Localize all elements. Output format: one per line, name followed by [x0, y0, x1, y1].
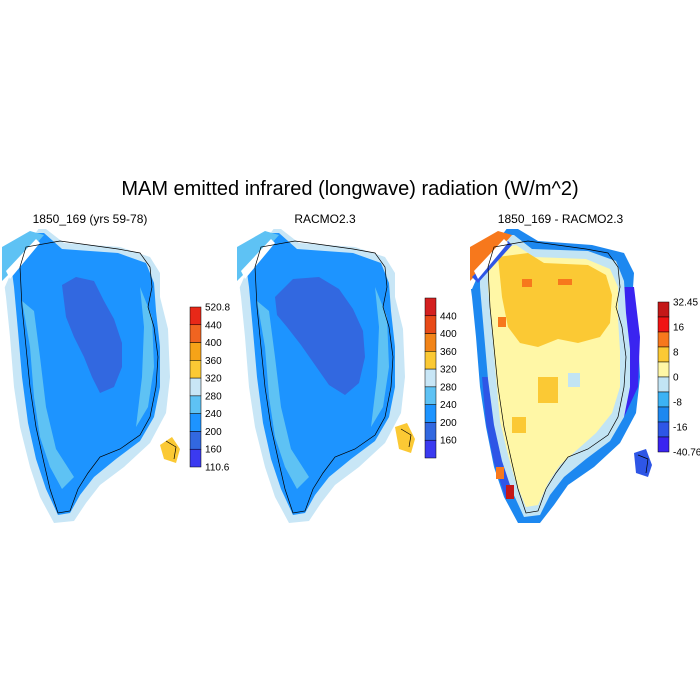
colorbar-tick-label: 360 — [440, 347, 457, 358]
map-racmo — [235, 227, 415, 523]
colorbar-tick-label: 110.6 — [205, 463, 230, 474]
colorbar-tick-label: -40.76 — [673, 448, 700, 459]
colorbar-swatch — [657, 316, 670, 333]
colorbar-swatch — [657, 346, 670, 363]
patch-orange-sw — [496, 467, 504, 479]
island-east-coast — [165, 440, 177, 460]
panel-title-difference: 1850_169 - RACMO2.3 — [497, 212, 624, 226]
ocean-strip — [6, 239, 40, 279]
ocean-strip — [474, 239, 508, 279]
colorbar-swatch — [189, 324, 202, 343]
patch-yellow-s — [538, 377, 558, 403]
colorbar-swatch — [189, 448, 202, 468]
patch-orange-n1 — [522, 279, 532, 287]
margin-band-east — [136, 287, 154, 427]
colorbar-tick-label: 160 — [440, 436, 457, 447]
colorbar-swatch — [189, 342, 202, 361]
map-difference — [468, 227, 652, 523]
colorbar-tick-label: 280 — [440, 382, 457, 393]
colorbar-swatch — [657, 331, 670, 348]
colorbar-tick-label: 200 — [440, 418, 457, 429]
colorbar-tick-label: -16 — [673, 423, 688, 434]
interior-dome — [275, 277, 365, 395]
colorbar-tick-label: 360 — [205, 356, 222, 367]
island-east-coast — [400, 428, 412, 448]
interior-dome — [62, 277, 122, 393]
colorbar-tick-label: 320 — [440, 365, 457, 376]
colorbar-swatch — [424, 422, 437, 441]
colorbar-tick-label: 240 — [205, 409, 222, 420]
patch-lightblue-s — [568, 373, 580, 387]
ocean-strip — [241, 239, 275, 279]
colorbar-swatch — [657, 421, 670, 438]
colorbar-difference: 32.45 16 8 0 -8 -16 -40.76 — [657, 298, 700, 459]
colorbar-swatch — [424, 368, 437, 388]
colorbar-tick-label: 440 — [440, 311, 457, 322]
island-east — [634, 449, 652, 477]
colorbar-tick-label: 520.8 — [205, 303, 230, 314]
colorbar-swatch — [657, 301, 670, 318]
colorbar-tick-label: 240 — [440, 400, 457, 411]
margin-band-east — [371, 287, 389, 427]
colorbar-tick-label: 8 — [673, 348, 679, 359]
colorbar-swatch — [424, 333, 437, 352]
colorbar-tick-label: 200 — [205, 427, 222, 438]
colorbar-swatch — [189, 431, 202, 450]
patch-orange-n2 — [558, 279, 572, 285]
margin-band — [257, 301, 309, 489]
colorbar-tick-label: 440 — [205, 320, 222, 331]
colorbar-swatch — [657, 391, 670, 408]
colorbar-swatch — [657, 436, 670, 453]
coastline — [254, 240, 394, 514]
patch-orange-w — [498, 317, 506, 327]
colorbar-swatch — [424, 351, 437, 370]
interior-positive — [498, 253, 612, 347]
colorbar-swatch — [189, 360, 202, 379]
colorbar-racmo: 440 400 360 320 280 240 200 160 — [424, 297, 457, 459]
colorbar-tick-label: 280 — [205, 391, 222, 402]
colorbar-swatch — [424, 297, 437, 317]
colorbar-tick-label: 32.45 — [673, 298, 698, 309]
panel-title-model: 1850_169 (yrs 59-78) — [32, 212, 148, 226]
colorbar-swatch — [424, 315, 437, 334]
colorbar-swatch — [657, 406, 670, 423]
coastline — [19, 240, 159, 514]
colorbar-swatch — [189, 377, 202, 397]
colorbar-tick-label: 400 — [205, 338, 222, 349]
panel-title-racmo: RACMO2.3 — [294, 212, 356, 226]
figure-title: MAM emitted infrared (longwave) radiatio… — [121, 178, 579, 200]
colorbar-swatch — [657, 361, 670, 378]
colorbar-swatch — [189, 306, 202, 326]
colorbar-tick-label: 0 — [673, 373, 679, 384]
colorbar-tick-label: 16 — [673, 323, 685, 334]
island-east — [160, 437, 180, 463]
colorbar-swatch — [424, 439, 437, 459]
patch-yellow-s2 — [512, 417, 526, 433]
map-model — [0, 227, 180, 523]
colorbar-swatch — [424, 386, 437, 405]
island-east-coast — [637, 454, 649, 474]
margin-band — [22, 301, 74, 489]
patch-red-sw — [506, 485, 514, 499]
colorbar-tick-label: 320 — [205, 374, 222, 385]
colorbar-swatch — [424, 404, 437, 423]
colorbar-model: 520.8 440 400 360 320 280 240 200 160 110.6 — [189, 303, 230, 474]
colorbar-swatch — [657, 376, 670, 393]
colorbar-tick-label: 160 — [205, 445, 222, 456]
colorbar-swatch — [189, 413, 202, 432]
colorbar-swatch — [189, 395, 202, 414]
coastline — [487, 240, 627, 514]
island-east — [395, 423, 415, 453]
colorbar-tick-label: -8 — [673, 398, 682, 409]
colorbar-tick-label: 400 — [440, 329, 457, 340]
